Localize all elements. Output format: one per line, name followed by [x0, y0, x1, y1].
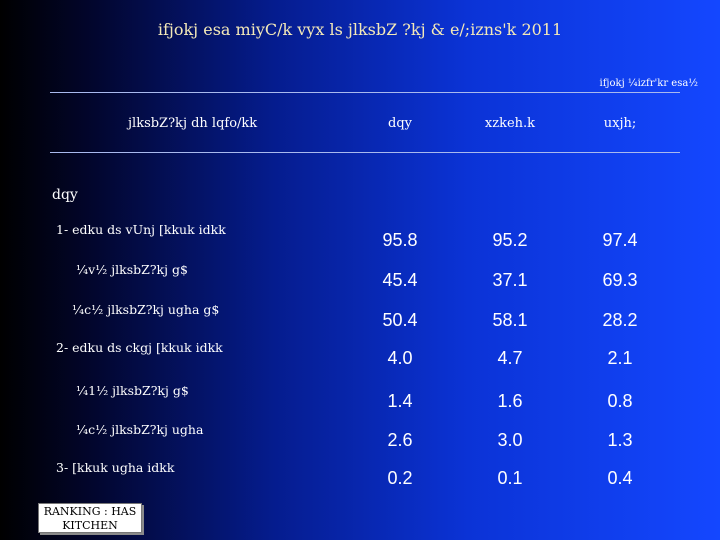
- table-header-border: [50, 152, 680, 153]
- value-total: 45.4: [382, 270, 418, 290]
- value-urban: 97.4: [602, 230, 638, 250]
- ranking-stamp: RANKING : HAS KITCHEN: [38, 503, 142, 533]
- table-row: ¼v½ jlksbZ?kj g$ 45.4 37.1 69.3: [50, 262, 680, 298]
- row-label: ¼1½ jlksbZ?kj g$: [76, 383, 189, 398]
- table-row: 3- [kkuk ugha idkk 0.2 0.1 0.4: [50, 460, 680, 496]
- header-urban: uxjh;: [603, 116, 637, 131]
- value-urban: 2.1: [607, 348, 633, 368]
- section-label-total: dqy: [52, 187, 78, 203]
- row-label: 2- edku ds ckgj [kkuk idkk: [56, 340, 223, 355]
- value-rural: 37.1: [492, 270, 528, 290]
- value-rural: 3.0: [497, 430, 523, 450]
- value-rural: 58.1: [492, 310, 528, 330]
- value-urban: 0.8: [607, 391, 633, 411]
- table-row: ¼1½ jlksbZ?kj g$ 1.4 1.6 0.8: [50, 383, 680, 419]
- data-table: jlksbZ?kj dh lqfo/kk dqy xzkeh.k uxjh;: [50, 92, 680, 512]
- table-top-border: [50, 92, 680, 93]
- value-urban: 69.3: [602, 270, 638, 290]
- value-total: 0.2: [387, 468, 413, 488]
- row-label: 3- [kkuk ugha idkk: [56, 460, 175, 475]
- value-rural: 0.1: [497, 468, 523, 488]
- value-total: 4.0: [387, 348, 413, 368]
- value-total: 50.4: [382, 310, 418, 330]
- value-rural: 95.2: [492, 230, 528, 250]
- header-facility: jlksbZ?kj dh lqfo/kk: [128, 116, 258, 131]
- table-row: ¼c½ jlksbZ?kj ugha 2.6 3.0 1.3: [50, 422, 680, 458]
- row-label: ¼c½ jlksbZ?kj ugha: [76, 422, 204, 437]
- table-row: 2- edku ds ckgj [kkuk idkk 4.0 4.7 2.1: [50, 340, 680, 376]
- value-total: 95.8: [382, 230, 418, 250]
- value-rural: 1.6: [497, 391, 523, 411]
- value-urban: 1.3: [607, 430, 633, 450]
- stamp-line-2: KITCHEN: [62, 519, 118, 532]
- row-label: ¼c½ jlksbZ?kj ugha g$: [72, 302, 220, 317]
- table-row: 1- edku ds vUnj [kkuk idkk 95.8 95.2 97.…: [50, 222, 680, 258]
- row-label: ¼v½ jlksbZ?kj g$: [76, 262, 188, 277]
- unit-note: ifjokj ¼izfr'kr esa½: [599, 78, 698, 89]
- value-urban: 28.2: [602, 310, 638, 330]
- table-row: ¼c½ jlksbZ?kj ugha g$ 50.4 58.1 28.2: [50, 302, 680, 338]
- stamp-line-1: RANKING : HAS: [43, 505, 137, 518]
- value-total: 1.4: [387, 391, 413, 411]
- value-total: 2.6: [387, 430, 413, 450]
- header-total: dqy: [388, 116, 412, 131]
- header-rural: xzkeh.k: [484, 116, 536, 131]
- row-label: 1- edku ds vUnj [kkuk idkk: [56, 222, 226, 237]
- slide-title: ifjokj esa miyC/k vyx ls jlksbZ ?kj & e/…: [157, 20, 563, 39]
- value-urban: 0.4: [607, 468, 633, 488]
- value-rural: 4.7: [497, 348, 523, 368]
